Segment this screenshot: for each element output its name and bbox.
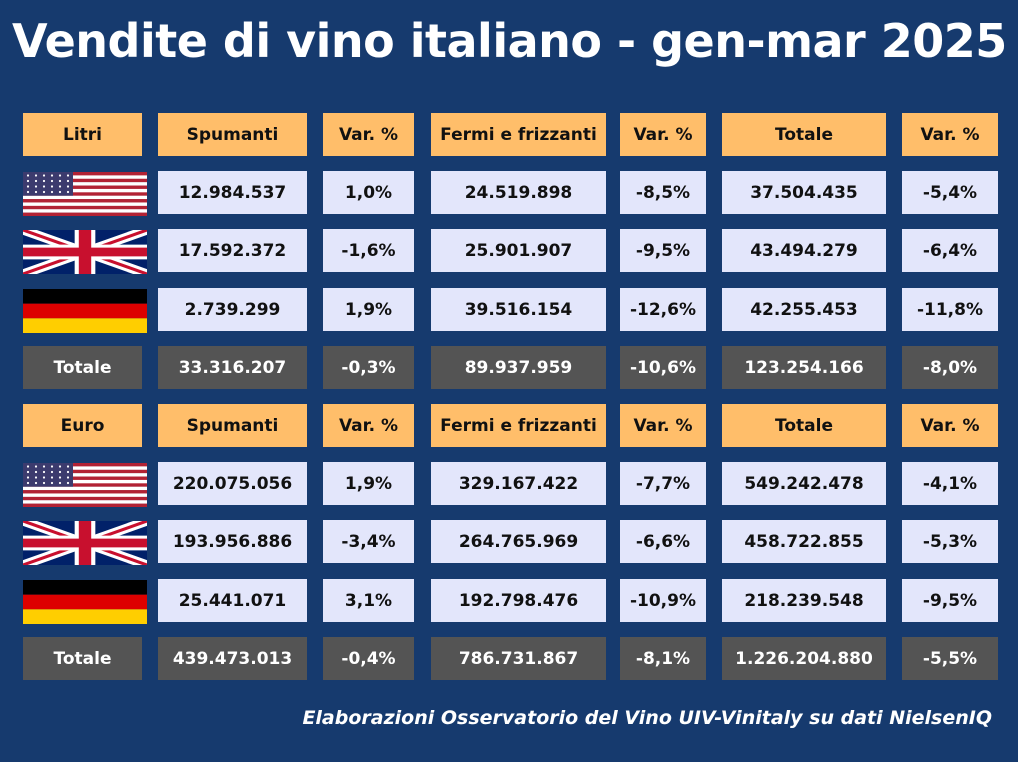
table-cell: -9,5% [902,579,998,622]
total-cell: 439.473.013 [158,637,307,680]
table-cell: -5,4% [902,171,998,214]
table-cell: 37.504.435 [722,171,886,214]
table-cell: 17.592.372 [158,229,307,272]
total-cell: -10,6% [620,346,706,389]
uk-flag-icon [23,230,147,274]
column-header: Var. % [902,113,998,156]
table-cell: -7,7% [620,462,706,505]
column-header: Spumanti [158,404,307,447]
total-cell: 786.731.867 [431,637,606,680]
table-cell: 3,1% [323,579,414,622]
table-cell: -1,6% [323,229,414,272]
column-header: Var. % [620,404,706,447]
table-cell: 42.255.453 [722,288,886,331]
table-cell: 43.494.279 [722,229,886,272]
table-cell: 1,9% [323,462,414,505]
table-cell: 24.519.898 [431,171,606,214]
table-cell: 25.901.907 [431,229,606,272]
total-label: Totale [23,346,142,389]
table-cell: 549.242.478 [722,462,886,505]
column-header: Spumanti [158,113,307,156]
table-cell: 192.798.476 [431,579,606,622]
column-header: Totale [722,404,886,447]
column-header: Fermi e frizzanti [431,404,606,447]
table-cell: 1,9% [323,288,414,331]
table-cell: 218.239.548 [722,579,886,622]
uk-flag-icon [23,521,147,565]
total-cell: 123.254.166 [722,346,886,389]
table-cell: -11,8% [902,288,998,331]
germany-flag-icon [23,580,147,624]
total-cell: -0,3% [323,346,414,389]
section-label-euro: Euro [23,404,142,447]
total-cell: 33.316.207 [158,346,307,389]
column-header: Var. % [620,113,706,156]
table-cell: -3,4% [323,520,414,563]
total-cell: 89.937.959 [431,346,606,389]
table-cell: 25.441.071 [158,579,307,622]
column-header: Var. % [323,404,414,447]
total-cell: -0,4% [323,637,414,680]
table-cell: 329.167.422 [431,462,606,505]
table-cell: -5,3% [902,520,998,563]
usa-flag-icon [23,463,147,507]
total-cell: -5,5% [902,637,998,680]
total-cell: -8,0% [902,346,998,389]
total-cell: 1.226.204.880 [722,637,886,680]
column-header: Totale [722,113,886,156]
column-header: Var. % [323,113,414,156]
total-cell: -8,1% [620,637,706,680]
table-cell: 220.075.056 [158,462,307,505]
table-cell: -10,9% [620,579,706,622]
page-title: Vendite di vino italiano - gen-mar 2025 [12,14,1007,68]
table-cell: -12,6% [620,288,706,331]
table-cell: -4,1% [902,462,998,505]
table-cell: -6,6% [620,520,706,563]
table-cell: 39.516.154 [431,288,606,331]
usa-flag-icon [23,172,147,216]
total-label: Totale [23,637,142,680]
table-cell: 12.984.537 [158,171,307,214]
section-label-litri: Litri [23,113,142,156]
table-cell: 264.765.969 [431,520,606,563]
source-note: Elaborazioni Osservatorio del Vino UIV-V… [302,707,992,729]
column-header: Fermi e frizzanti [431,113,606,156]
table-cell: 1,0% [323,171,414,214]
table-cell: -8,5% [620,171,706,214]
table-cell: 2.739.299 [158,288,307,331]
table-cell: -6,4% [902,229,998,272]
germany-flag-icon [23,289,147,333]
column-header: Var. % [902,404,998,447]
table-cell: 458.722.855 [722,520,886,563]
table-cell: 193.956.886 [158,520,307,563]
table-cell: -9,5% [620,229,706,272]
